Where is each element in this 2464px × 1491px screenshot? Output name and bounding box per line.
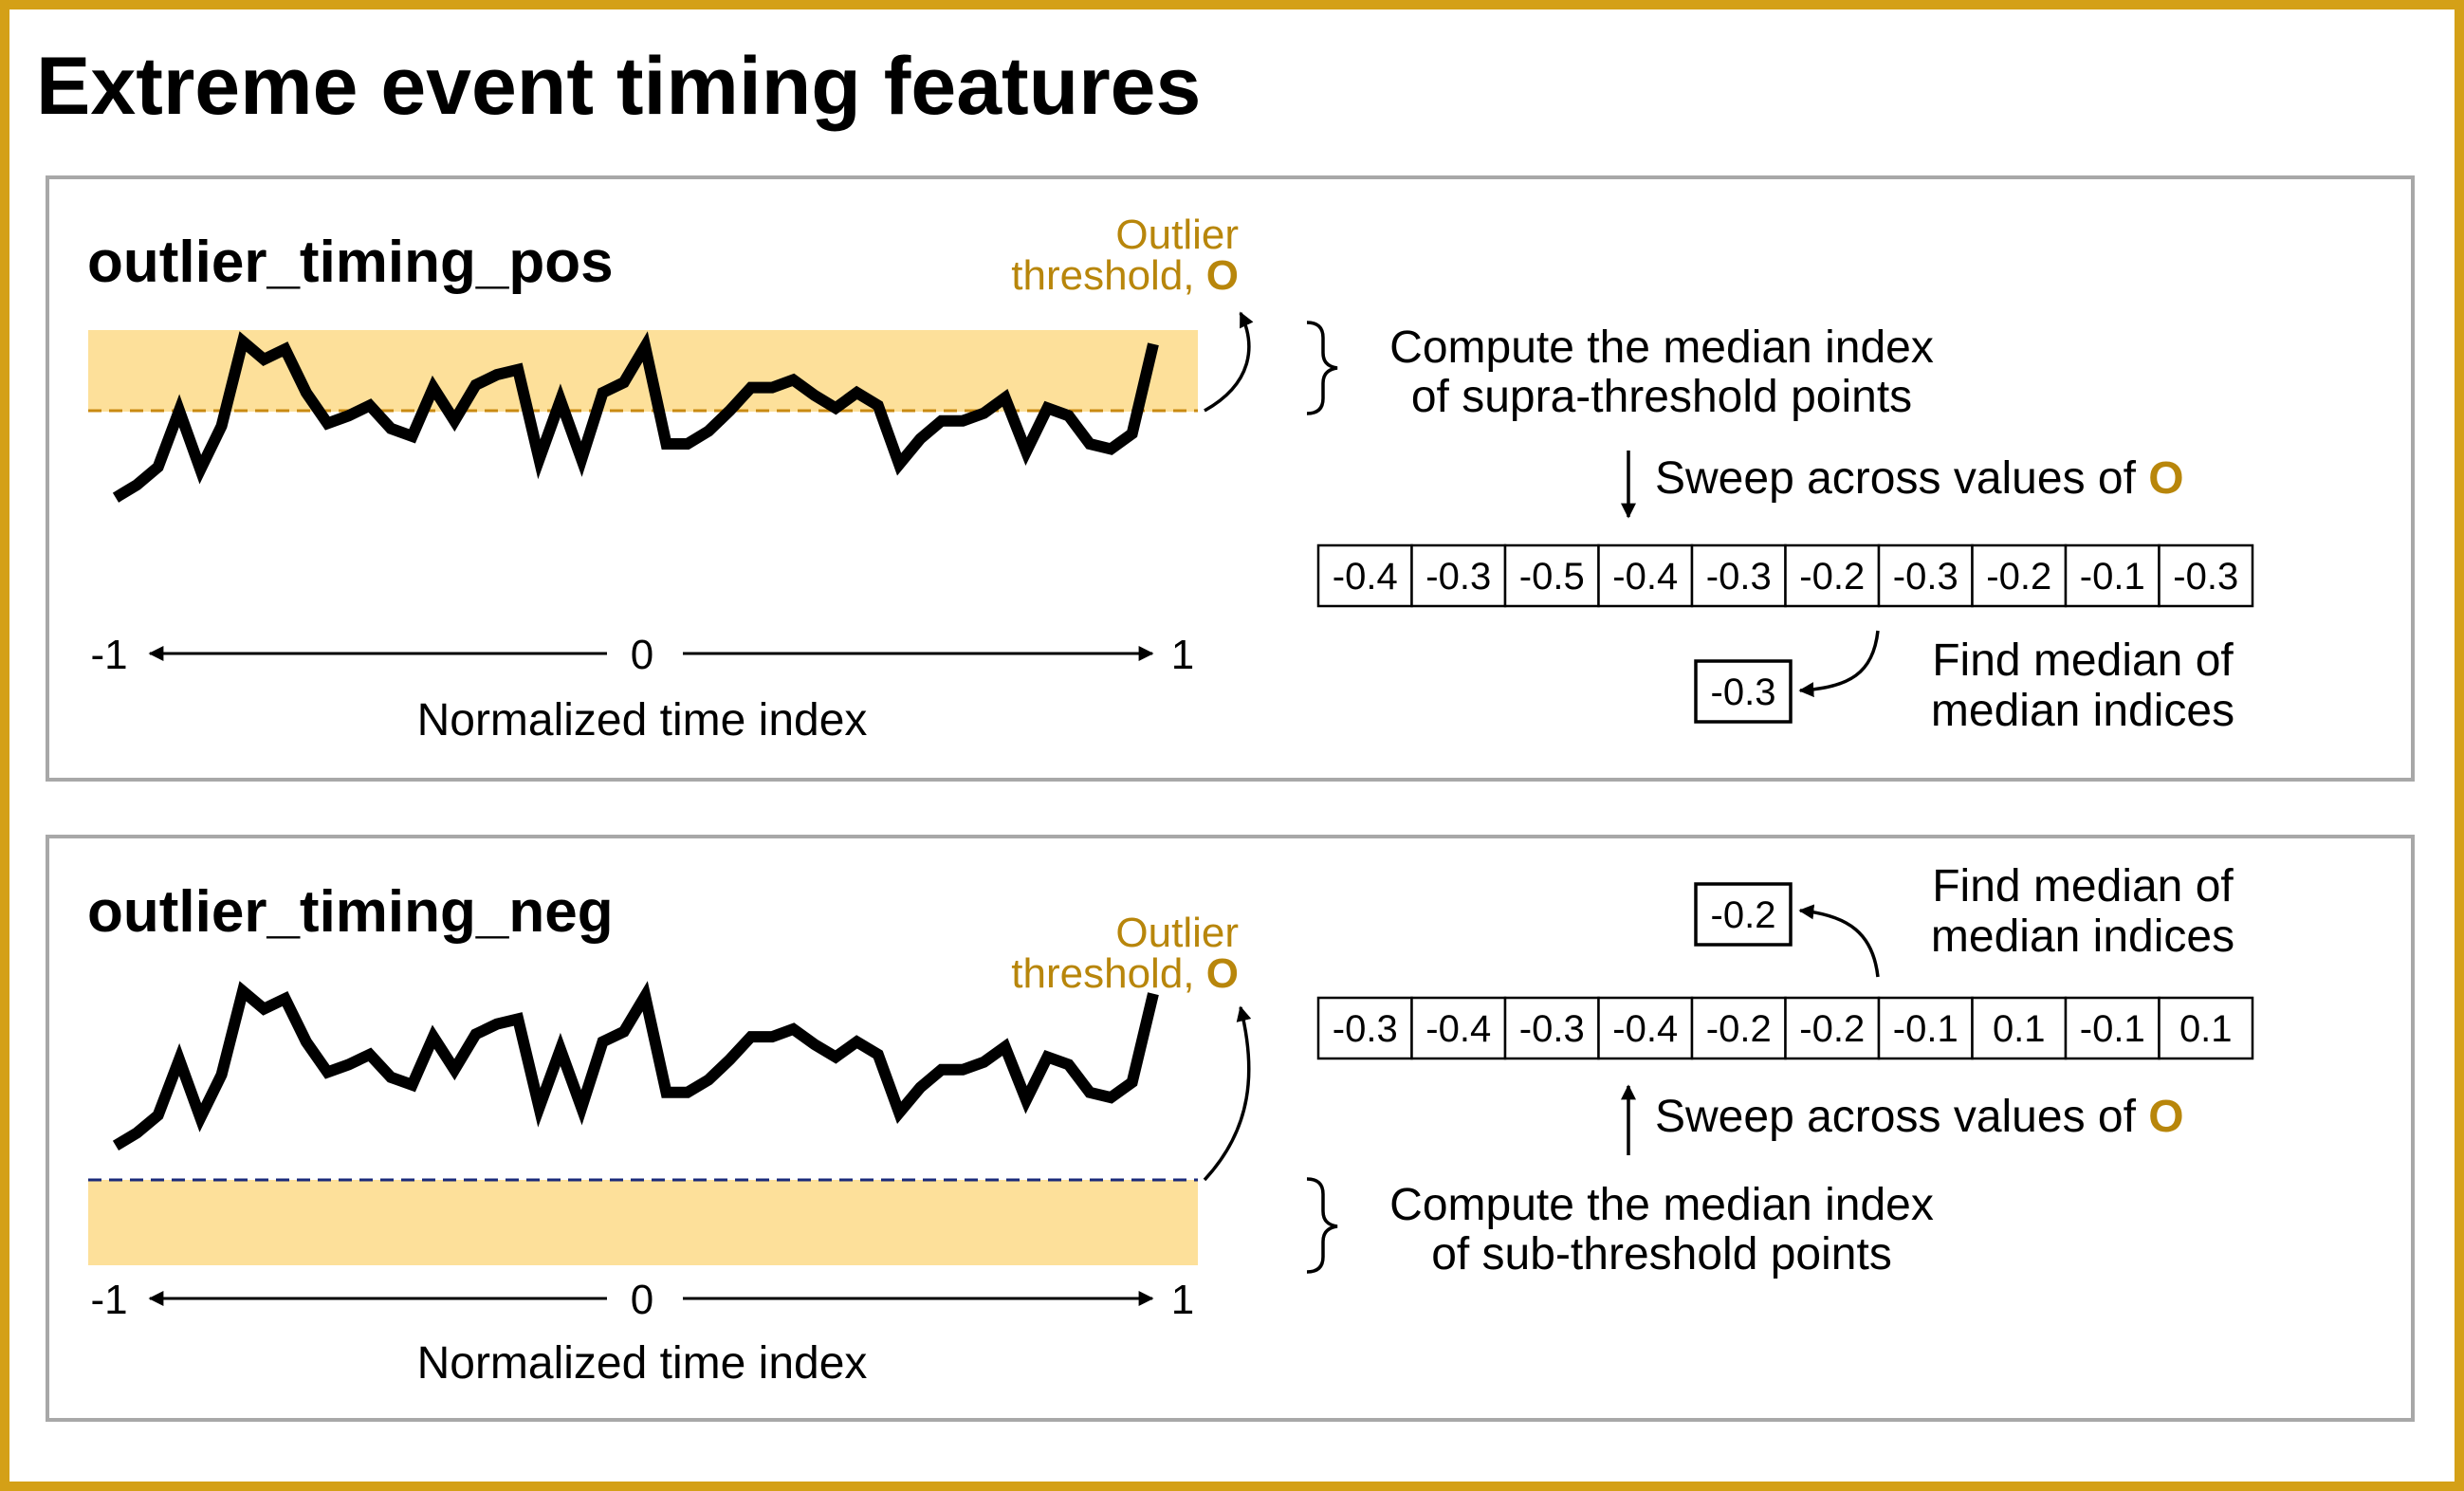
sweep-text: Sweep across values of O (1655, 1092, 2184, 1142)
median-cell-value: 0.1 (1993, 1008, 2046, 1050)
step1-text-2: of sub-threshold points (1431, 1229, 1892, 1279)
median-cell (2158, 543, 2254, 608)
median-cell-value: -0.3 (1706, 556, 1772, 598)
step1-text-2: of supra-threshold points (1411, 372, 1912, 422)
result-box (1694, 659, 1793, 724)
threshold-arrow (1203, 1005, 1252, 1182)
panel-title: outlier_timing_pos (87, 230, 614, 295)
median-cell-value: -0.4 (1612, 1008, 1678, 1050)
panel-outlier-timing-neg: outlier_timing_neg Outlier threshold, O … (46, 835, 2415, 1422)
median-cell (1877, 996, 1974, 1060)
median-cell-value: -0.4 (1425, 1008, 1491, 1050)
median-arrow (1798, 904, 1880, 978)
result-value: -0.3 (1711, 672, 1776, 713)
median-cell-value: -0.1 (1893, 1008, 1958, 1050)
median-cell (1877, 543, 1974, 608)
axis-label: Normalized time index (417, 1338, 868, 1389)
threshold-label: Outlier (1115, 212, 1239, 258)
result-value: -0.2 (1711, 894, 1776, 936)
median-cell (1784, 543, 1881, 608)
threshold-label-2: threshold, O (1011, 252, 1239, 299)
step1-text: Compute the median index (1389, 322, 1934, 373)
median-cell-value: -0.4 (1333, 556, 1398, 598)
median-cell (1690, 543, 1787, 608)
median-cell (1597, 543, 1694, 608)
axis-right-tick: 1 (1171, 1277, 1194, 1323)
median-cell-value: -0.1 (2080, 556, 2145, 598)
final-text: Find median of (1932, 861, 2234, 911)
median-cell-value: -0.2 (1706, 1008, 1772, 1050)
final-text: Find median of (1932, 635, 2234, 686)
panel-border (46, 835, 2415, 1422)
threshold-arrow (1204, 311, 1254, 413)
page-title: Extreme event timing features (36, 41, 1201, 132)
median-cell (1503, 543, 1600, 608)
median-cell (1503, 996, 1600, 1060)
median-cell-value: -0.1 (2080, 1008, 2145, 1050)
axis-left-tick: -1 (90, 632, 127, 678)
final-text-2: median indices (1931, 911, 2234, 962)
axis-left-tick: -1 (90, 1277, 127, 1323)
axis-label: Normalized time index (417, 695, 868, 746)
median-cell (1597, 996, 1694, 1060)
median-cell (1690, 996, 1787, 1060)
median-arrow (1798, 630, 1880, 698)
step1-text: Compute the median index (1389, 1180, 1934, 1230)
time-series-line (112, 981, 1159, 1151)
median-cell-value: 0.1 (2179, 1008, 2233, 1050)
median-cell-value: -0.2 (1986, 556, 2051, 598)
median-cell-value: -0.4 (1612, 556, 1678, 598)
time-series-line (112, 331, 1159, 503)
median-cell (2158, 996, 2254, 1060)
final-text-2: median indices (1931, 686, 2234, 736)
median-cell (1316, 996, 1413, 1060)
median-cell (1971, 996, 2068, 1060)
axis-right-tick: 1 (1171, 632, 1194, 678)
panel-title: outlier_timing_neg (87, 879, 614, 945)
median-cell-value: -0.3 (1519, 1008, 1585, 1050)
axis-mid-tick: 0 (631, 632, 653, 678)
median-index-array: -0.3 -0.4 -0.3 -0.4 -0.2 -0.2 -0.1 0.1 -0.1 0.1 (1316, 996, 2254, 1060)
median-cell (2064, 543, 2161, 608)
median-cell-value: -0.5 (1519, 556, 1585, 598)
median-cell-value: -0.3 (1893, 556, 1958, 598)
result-box (1694, 882, 1793, 947)
median-cell (1784, 996, 1881, 1060)
threshold-label-2: threshold, O (1011, 950, 1239, 997)
median-cell-value: -0.2 (1799, 556, 1865, 598)
sub-threshold-band (88, 1180, 1198, 1265)
sweep-text: Sweep across values of O (1655, 453, 2184, 504)
threshold-label: Outlier (1115, 910, 1239, 956)
axis-mid-tick: 0 (631, 1277, 653, 1323)
median-cell (1971, 543, 2068, 608)
median-index-array: -0.4 -0.3 -0.5 -0.4 -0.3 -0.2 -0.3 -0.2 -0.1 -0.3 (1316, 543, 2254, 608)
median-cell-value: -0.2 (1799, 1008, 1865, 1050)
median-cell-value: -0.3 (1333, 1008, 1398, 1050)
panel-outlier-timing-pos: outlier_timing_pos Outlier threshold, O … (46, 175, 2415, 782)
median-cell-value: -0.3 (1425, 556, 1491, 598)
median-cell (1410, 996, 1507, 1060)
brace (1306, 321, 1338, 415)
panel-border (46, 175, 2415, 782)
median-cell-value: -0.3 (2173, 556, 2238, 598)
brace (1306, 1177, 1338, 1274)
